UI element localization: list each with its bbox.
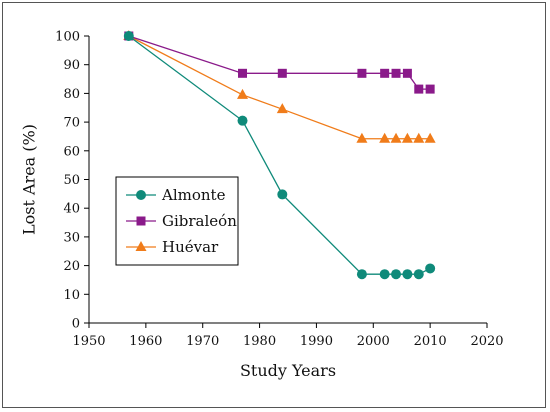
data-point-huevar: [237, 88, 249, 99]
legend-label-almonte: Almonte: [161, 186, 226, 204]
legend-entry-almonte: Almonte: [126, 186, 226, 204]
data-point-almonte: [391, 269, 402, 280]
x-tick-label: 1970: [186, 334, 219, 349]
y-tick-label: 60: [63, 144, 80, 159]
series-group: [123, 30, 436, 280]
y-axis-title: Lost Area (%): [20, 124, 39, 235]
data-point-almonte: [413, 269, 424, 280]
data-point-gibraleon: [414, 84, 424, 94]
series-huevar: [123, 30, 436, 143]
y-tick-label: 70: [63, 116, 80, 131]
legend-label-huevar: Huévar: [162, 238, 219, 256]
y-tick-label: 50: [63, 173, 80, 188]
y-tick-label: 80: [63, 87, 80, 102]
legend-entry-gibraleon: Gibraleón: [126, 212, 237, 230]
x-tick-label: 2010: [414, 334, 447, 349]
data-point-gibraleon: [380, 68, 390, 78]
data-point-gibraleon: [357, 68, 367, 78]
x-tick-label: 2000: [357, 334, 390, 349]
data-point-almonte: [237, 115, 248, 126]
x-tick-label: 2020: [470, 334, 503, 349]
y-tick-label: 40: [63, 202, 80, 217]
data-point-huevar: [379, 132, 391, 143]
data-point-almonte: [356, 269, 367, 280]
data-point-almonte: [277, 189, 288, 200]
data-point-gibraleon: [425, 84, 435, 94]
data-point-gibraleon: [238, 68, 248, 78]
data-point-gibraleon: [402, 68, 412, 78]
legend-label-gibraleon: Gibraleón: [162, 212, 237, 230]
x-tick-label: 1960: [129, 334, 162, 349]
series-gibraleon: [124, 31, 435, 94]
data-point-almonte: [123, 31, 134, 41]
y-tick-label: 30: [63, 230, 80, 245]
legend-entry-huevar: Huévar: [126, 238, 219, 256]
data-point-huevar: [390, 132, 402, 143]
data-point-huevar: [356, 132, 368, 143]
data-point-huevar: [401, 132, 413, 143]
series-line-gibraleon: [128, 35, 431, 90]
x-tick-label: 1990: [300, 334, 333, 349]
data-point-almonte: [425, 263, 436, 274]
legend-marker-almonte: [136, 190, 146, 200]
data-point-huevar: [424, 132, 436, 143]
x-axis-title: Study Years: [240, 361, 336, 380]
y-tick-label: 0: [72, 317, 80, 332]
data-point-gibraleon: [277, 68, 287, 78]
axes: 0 10 20 30 40 50 60 70 80 90 100 1950 1960 1970 1980 19…: [55, 30, 503, 350]
series-almonte: [123, 31, 436, 280]
x-tick-label: 1980: [243, 334, 276, 349]
legend-marker-huevar: [135, 241, 147, 251]
legend-marker-gibraleon: [136, 216, 146, 226]
x-tick-label: 1950: [72, 334, 105, 349]
data-point-almonte: [402, 269, 413, 280]
y-tick-label: 10: [63, 288, 80, 303]
y-tick-label: 20: [63, 259, 80, 274]
y-tick-label: 100: [55, 30, 80, 45]
data-point-huevar: [413, 132, 425, 143]
legend: Almonte Gibraleón Huévar: [115, 176, 239, 266]
data-point-huevar: [276, 103, 288, 114]
data-point-gibraleon: [391, 68, 401, 78]
chart-frame: [2, 2, 546, 408]
y-tick-label: 90: [63, 58, 80, 73]
data-point-almonte: [379, 269, 390, 280]
